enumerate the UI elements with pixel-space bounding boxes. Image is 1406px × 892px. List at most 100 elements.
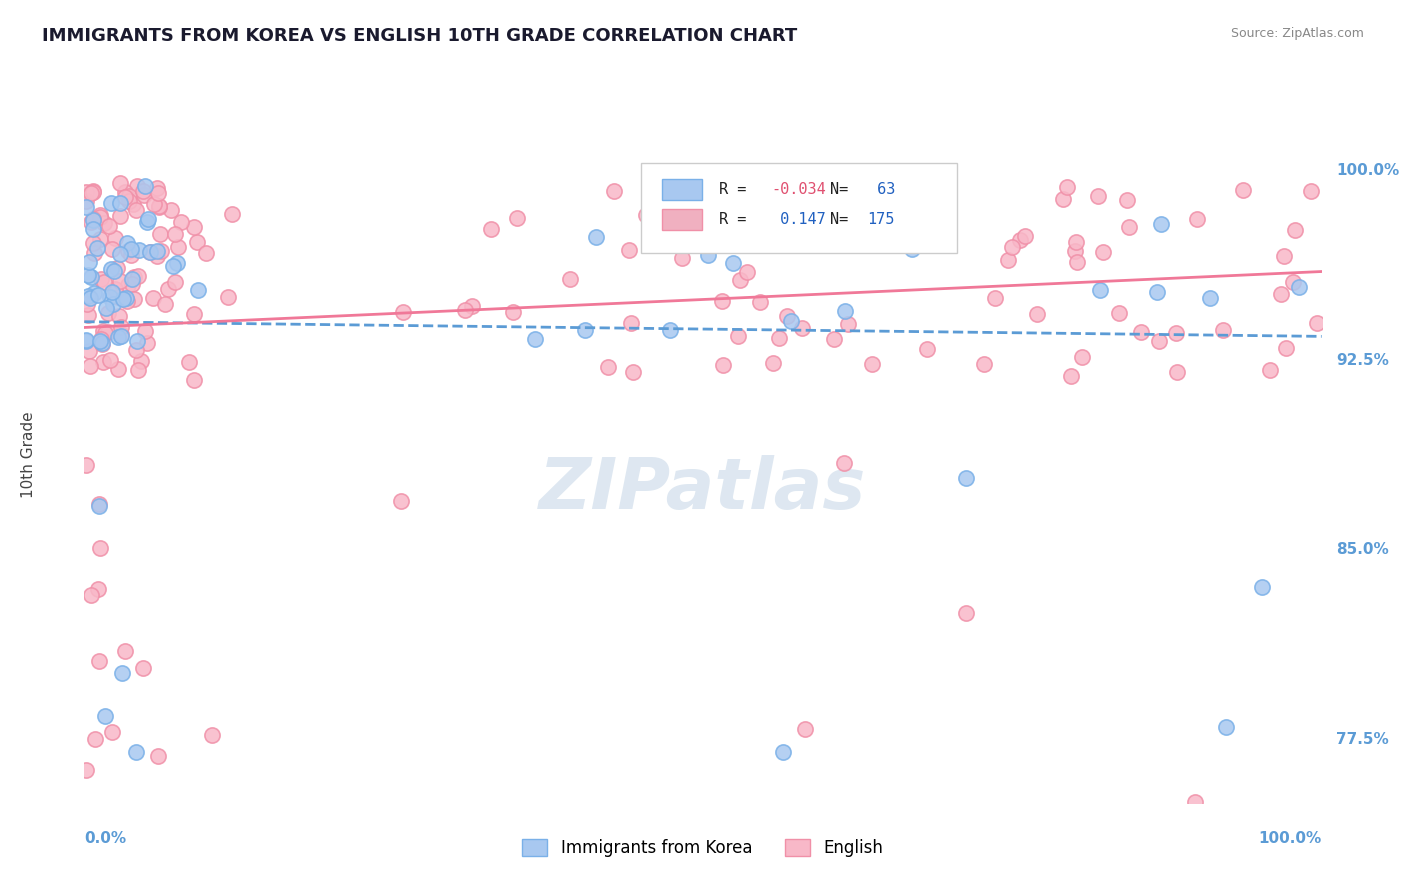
Point <box>146 249 169 263</box>
Point <box>201 728 224 742</box>
Point <box>1063 244 1085 259</box>
Point <box>83 285 105 300</box>
Point <box>177 355 200 369</box>
Point <box>129 353 152 368</box>
Point <box>108 176 131 190</box>
Point <box>1166 365 1188 379</box>
Point <box>1215 720 1237 734</box>
Text: -0.034: -0.034 <box>770 182 825 196</box>
Point <box>135 215 157 229</box>
Point <box>143 196 166 211</box>
FancyBboxPatch shape <box>641 162 956 253</box>
Point <box>77 344 100 359</box>
Point <box>481 222 503 236</box>
Point <box>1250 580 1272 594</box>
Point <box>740 226 762 240</box>
Point <box>558 271 581 285</box>
Point <box>90 272 112 286</box>
Point <box>984 291 1007 305</box>
Point <box>837 317 859 331</box>
Point <box>659 323 682 337</box>
Point <box>127 269 149 284</box>
Text: 63: 63 <box>868 182 896 196</box>
Point <box>186 235 208 249</box>
Point <box>711 358 734 372</box>
Point <box>87 497 110 511</box>
Point <box>114 190 136 204</box>
Point <box>100 195 122 210</box>
Point <box>997 253 1019 268</box>
Point <box>98 219 121 233</box>
Point <box>87 582 110 596</box>
Point <box>1306 316 1329 330</box>
Point <box>779 212 801 227</box>
Point <box>1199 291 1222 305</box>
Point <box>146 181 169 195</box>
Point <box>89 232 111 246</box>
Point <box>505 211 527 226</box>
Point <box>1064 235 1087 249</box>
Text: 0.0%: 0.0% <box>84 830 127 846</box>
Point <box>111 665 134 680</box>
Point <box>89 211 111 225</box>
Point <box>134 188 156 202</box>
Point <box>621 365 644 379</box>
Point <box>1010 233 1032 247</box>
Point <box>80 269 103 284</box>
Point <box>86 288 108 302</box>
Point <box>75 763 97 777</box>
Point <box>112 292 135 306</box>
Point <box>901 242 924 256</box>
Text: N=: N= <box>831 212 858 227</box>
Text: Source: ZipAtlas.com: Source: ZipAtlas.com <box>1230 27 1364 40</box>
Point <box>727 329 749 343</box>
Point <box>148 749 170 764</box>
Point <box>772 745 794 759</box>
Point <box>132 184 155 198</box>
Point <box>163 227 186 241</box>
Point <box>103 264 125 278</box>
Point <box>1272 250 1295 264</box>
Point <box>619 316 641 330</box>
Point <box>89 654 111 668</box>
Point <box>1052 192 1074 206</box>
Point <box>1071 350 1094 364</box>
Point <box>832 456 855 470</box>
Point <box>75 334 97 348</box>
Point <box>454 303 477 318</box>
Point <box>1270 286 1292 301</box>
Point <box>120 248 142 262</box>
Point <box>110 320 132 334</box>
Point <box>1147 334 1170 348</box>
Point <box>122 293 145 307</box>
Point <box>82 236 104 251</box>
Point <box>82 184 104 198</box>
Point <box>794 722 817 736</box>
Point <box>108 196 131 211</box>
Bar <box>662 178 702 200</box>
Point <box>142 291 165 305</box>
Point <box>127 178 149 193</box>
Point <box>108 209 131 223</box>
Point <box>195 245 218 260</box>
Point <box>1014 229 1036 244</box>
Point <box>100 285 122 299</box>
Point <box>167 240 190 254</box>
Point <box>131 661 153 675</box>
Point <box>1166 326 1188 341</box>
Point <box>76 297 98 311</box>
Point <box>80 588 103 602</box>
Point <box>183 373 205 387</box>
Point <box>217 290 239 304</box>
Point <box>1115 193 1137 207</box>
Point <box>1232 183 1254 197</box>
Point <box>94 301 117 315</box>
Point <box>638 215 661 229</box>
Point <box>134 179 156 194</box>
Point <box>769 198 792 212</box>
Point <box>153 297 176 311</box>
Text: 77.5%: 77.5% <box>1337 732 1389 747</box>
Point <box>127 334 149 348</box>
Point <box>76 288 98 302</box>
Bar <box>662 210 702 230</box>
